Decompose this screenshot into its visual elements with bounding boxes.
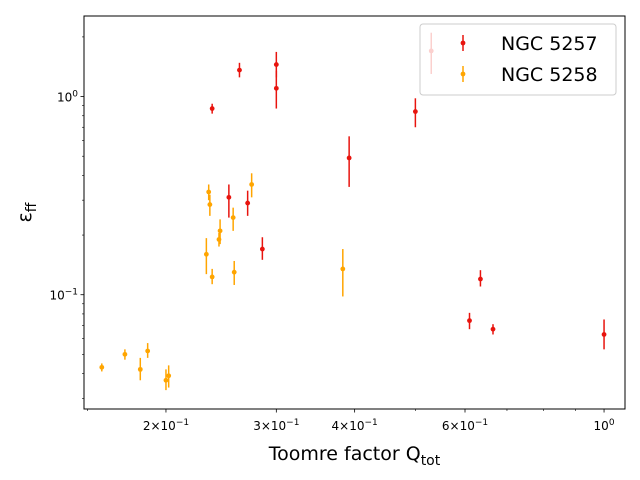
data-point (490, 326, 496, 332)
legend-marker (460, 40, 466, 46)
x-tick-label: 3×10−1 (253, 418, 299, 433)
data-point (230, 215, 236, 220)
data-point (226, 194, 232, 200)
legend-entry: NGC 5257 (460, 33, 598, 55)
data-point (203, 251, 209, 257)
x-tick-label: 100 (594, 418, 615, 433)
data-point (122, 351, 128, 357)
y-tick-label: 10−1 (49, 288, 78, 303)
data-point (237, 67, 242, 73)
axis-ticks: 2×10−1 3×10−1 4×10−1 6×10−1 100 10−1 100 (49, 36, 615, 433)
legend-box (419, 23, 617, 96)
data-point (166, 373, 172, 379)
data-point (478, 276, 483, 282)
series-1 (209, 32, 607, 350)
x-tick-label: 2×10−1 (143, 418, 189, 433)
axes-frame (83, 15, 626, 410)
series-2 (99, 173, 346, 391)
data-point (273, 62, 279, 67)
legend-entry: NGC 5258 (460, 64, 598, 86)
data-point (163, 377, 169, 383)
data-point (245, 200, 251, 206)
data-point (209, 106, 215, 111)
data-point (273, 85, 279, 91)
legend-marker (460, 71, 466, 77)
x-tick-label: 4×10−1 (332, 418, 378, 433)
legend-label: NGC 5258 (501, 64, 598, 86)
data-point (340, 266, 346, 272)
legend: NGC 5257 NGC 5258 (419, 23, 617, 96)
y-tick-label: 100 (57, 90, 78, 105)
x-axis-label: Toomre factor Qtot (268, 443, 441, 469)
y-axis-label: εff (14, 202, 40, 222)
data-point (145, 348, 151, 354)
data-point (206, 189, 212, 195)
data-point (412, 109, 418, 114)
data-point (249, 182, 255, 187)
data-point (207, 202, 213, 207)
data-point (601, 332, 607, 337)
data-point (346, 155, 352, 161)
data-point (209, 274, 215, 280)
x-tick-label: 6×10−1 (442, 418, 488, 433)
data-point (137, 366, 143, 372)
data-point (467, 318, 472, 324)
data-point (99, 364, 105, 370)
data-point (231, 269, 237, 275)
plot-area (99, 32, 607, 391)
legend-entries: NGC 5257 NGC 5258 (460, 33, 598, 86)
data-point (259, 246, 265, 252)
legend-label: NGC 5257 (501, 33, 598, 55)
data-point (217, 228, 223, 234)
